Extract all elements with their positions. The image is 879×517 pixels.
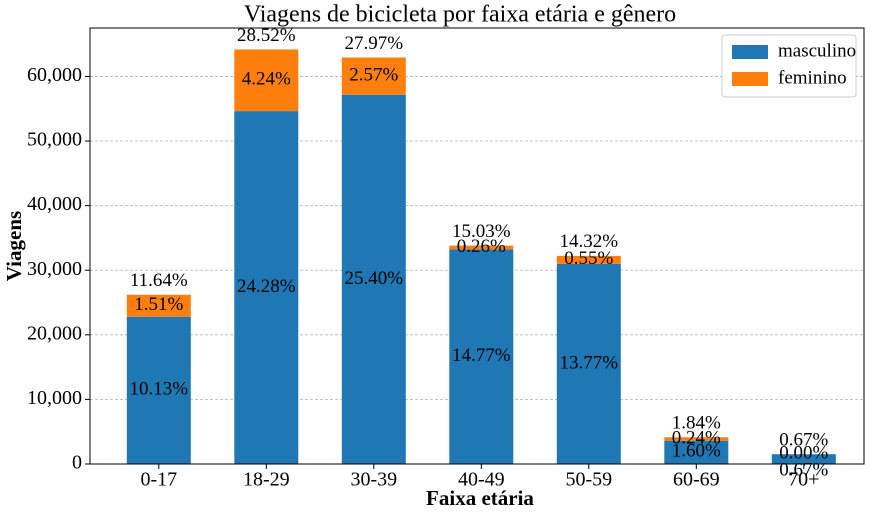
legend-swatch xyxy=(732,72,768,86)
y-tick-label: 20,000 xyxy=(27,322,82,344)
share-label: 0.67% xyxy=(779,459,828,480)
share-label: 0.00% xyxy=(779,443,828,464)
x-tick-label: 30-39 xyxy=(350,469,397,491)
total-label: 14.32% xyxy=(560,231,619,252)
x-tick-label: 40-49 xyxy=(458,469,505,491)
share-label: 4.24% xyxy=(242,69,291,90)
total-label: 11.64% xyxy=(130,270,188,291)
bar-segment xyxy=(341,57,406,95)
bar-segment xyxy=(556,263,621,464)
y-axis-label: Viagens xyxy=(2,211,26,281)
share-label: 0.24% xyxy=(672,427,721,448)
legend-label: feminino xyxy=(778,67,847,88)
chart-title: Viagens de bicicleta por faixa etária e … xyxy=(244,2,676,28)
share-label: 1.51% xyxy=(134,294,183,315)
y-tick-label: 30,000 xyxy=(27,258,82,280)
y-tick-label: 50,000 xyxy=(27,129,82,151)
share-label: 10.13% xyxy=(130,379,189,400)
share-label: 1.60% xyxy=(672,441,721,462)
y-tick-label: 40,000 xyxy=(27,193,82,215)
x-tick-label: 70+ xyxy=(788,469,819,491)
share-label: 0.26% xyxy=(457,236,506,257)
share-label: 25.40% xyxy=(345,268,404,289)
share-label: 14.77% xyxy=(452,345,511,366)
share-label: 13.77% xyxy=(560,352,619,373)
total-label: 15.03% xyxy=(452,221,511,242)
share-label: 24.28% xyxy=(237,276,296,297)
legend-label: masculino xyxy=(778,40,856,61)
bar-segment xyxy=(449,245,514,250)
bar-segment xyxy=(556,255,621,264)
bar-segment xyxy=(234,111,299,464)
x-axis-label: Faixa etária xyxy=(426,486,534,510)
bar-segment xyxy=(126,316,191,464)
plot-frame xyxy=(89,27,865,465)
x-tick-label: 18-29 xyxy=(243,469,290,491)
bar-segment xyxy=(664,437,729,441)
bar-segment xyxy=(234,49,299,112)
bar-segment xyxy=(341,94,406,464)
share-label: 2.57% xyxy=(349,65,398,86)
x-tick-label: 0-17 xyxy=(140,469,177,491)
total-label: 0.67% xyxy=(779,430,828,451)
x-tick-label: 50-59 xyxy=(565,469,612,491)
total-label: 27.97% xyxy=(345,33,404,54)
bar-segment xyxy=(126,294,191,317)
total-label: 1.84% xyxy=(672,413,721,434)
bar-segment xyxy=(771,454,836,464)
bar-segment xyxy=(664,440,729,464)
share-label: 0.55% xyxy=(564,248,613,269)
total-label: 28.52% xyxy=(237,25,296,46)
y-tick-label: 10,000 xyxy=(27,387,82,409)
y-tick-label: 60,000 xyxy=(27,64,82,86)
x-tick-label: 60-69 xyxy=(673,469,720,491)
bar-segment xyxy=(449,249,514,464)
y-tick-label: 0 xyxy=(72,452,82,474)
legend-swatch xyxy=(732,45,768,59)
